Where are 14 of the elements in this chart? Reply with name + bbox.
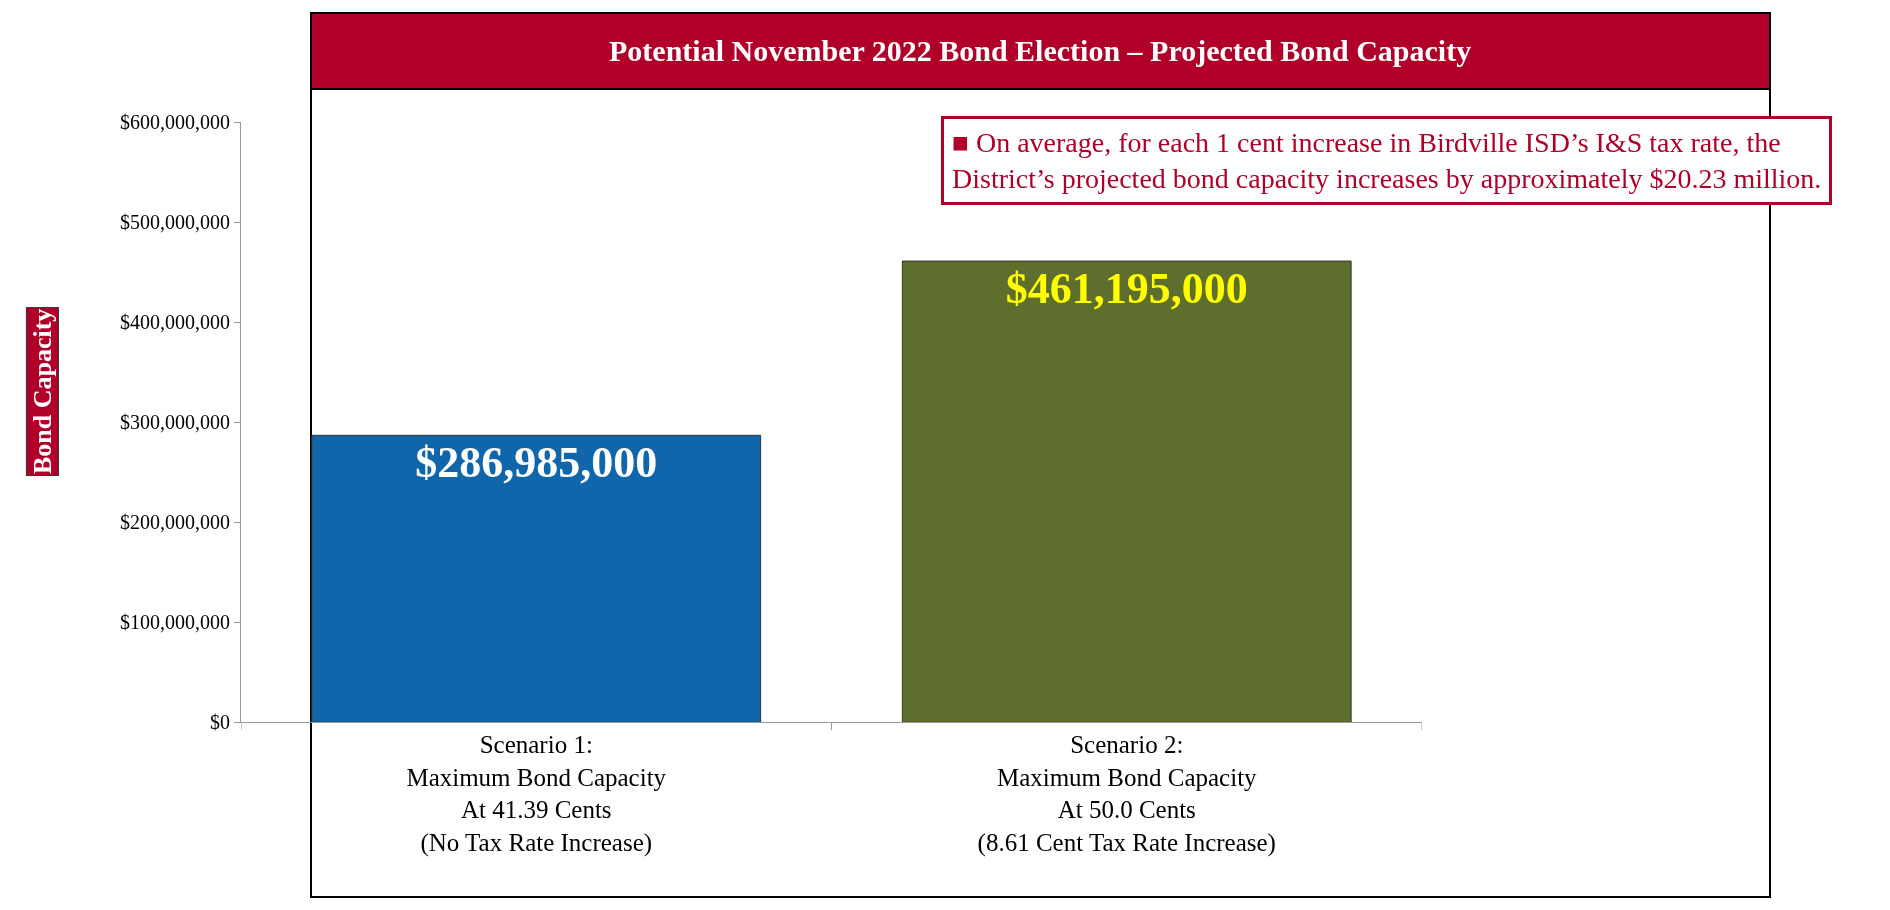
y-axis-title: Bond Capacity [27, 308, 57, 475]
data-label: $286,985,000 [415, 438, 658, 488]
y-tick-label: $300,000,000 [120, 411, 230, 434]
y-tick-label: $500,000,000 [120, 211, 230, 234]
data-label: $461,195,000 [1005, 264, 1248, 314]
y-tick-label: $400,000,000 [120, 311, 230, 334]
chart-title: Potential November 2022 Bond Election – Projected Bond Capacity [609, 34, 1472, 67]
x-tick-label: Scenario 2: Maximum Bond Capacity At 50.0 Cents (8.61 Cent Tax Rate Increase) [977, 731, 1276, 857]
y-tick-label: $100,000,000 [120, 611, 230, 634]
y-tick-label: $600,000,000 [120, 111, 230, 134]
y-tick-label: $200,000,000 [120, 511, 230, 534]
annotation: ■ On average, for each 1 cent increase in Birdville ISD’s I&S tax rate, the District’s projected bond capacity increases by approximately $20.23 million. [952, 127, 1822, 195]
x-tick-label: Scenario 1: Maximum Bond Capacity At 41.39 Cents (No Tax Rate Increase) [406, 731, 667, 857]
y-tick-label: $0 [210, 711, 230, 734]
